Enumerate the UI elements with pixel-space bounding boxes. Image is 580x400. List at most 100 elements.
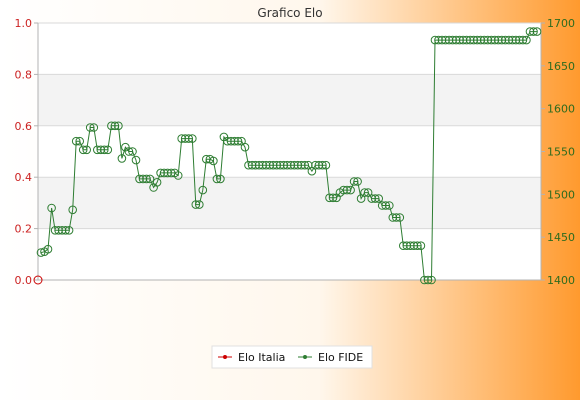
fide-point — [462, 35, 471, 45]
right-axis-tick-label: 1400 — [547, 274, 575, 287]
fide-point — [385, 201, 394, 210]
chart-legend: Elo Italia Elo FIDE — [211, 345, 373, 369]
fide-point — [71, 136, 81, 146]
fide-point — [476, 35, 486, 45]
fide-point — [455, 35, 464, 45]
fide-point — [142, 174, 151, 184]
fide-point — [392, 213, 401, 222]
fide-point — [311, 160, 320, 170]
fide-point — [275, 160, 285, 170]
left-axis-tick-label: 0.4 — [15, 171, 33, 184]
fide-point — [85, 123, 95, 132]
fide-point — [487, 35, 496, 45]
fide-point — [321, 160, 331, 170]
fide-point — [75, 136, 84, 146]
left-axis-tick-label: 1.0 — [15, 17, 33, 30]
fide-point — [381, 201, 391, 210]
chart-title: Grafico Elo — [257, 6, 322, 20]
fide-point — [258, 160, 267, 170]
fide-point — [297, 160, 306, 170]
fide-point — [293, 160, 303, 170]
fide-point — [525, 27, 535, 36]
fide-point — [272, 160, 282, 170]
legend-box — [211, 345, 373, 369]
fide-point — [145, 174, 155, 184]
fide-point — [114, 121, 123, 131]
fide-point — [469, 35, 479, 45]
fide-point — [156, 168, 165, 178]
plot-band — [38, 74, 541, 126]
fide-point — [36, 248, 46, 257]
plot-band — [38, 125, 541, 178]
fide-point — [353, 177, 362, 186]
fide-point — [300, 160, 310, 170]
fide-point — [261, 160, 271, 170]
fide-point — [226, 136, 236, 146]
fide-point — [367, 194, 377, 203]
fide-point — [402, 241, 412, 250]
fide-point — [444, 35, 454, 45]
fide-point — [342, 185, 352, 195]
fide-point — [504, 35, 514, 45]
fide-point — [117, 154, 127, 163]
fide-point — [184, 134, 193, 143]
fide-point — [100, 145, 109, 155]
fide-point — [198, 185, 208, 195]
fide-point — [212, 174, 222, 184]
fide-point — [68, 205, 77, 215]
fide-point — [188, 134, 197, 143]
fide-point — [286, 160, 296, 170]
right-axis-tick-label: 1700 — [547, 17, 575, 30]
left-axis-tick-label: 0.0 — [15, 274, 33, 287]
fide-point — [314, 160, 324, 170]
left-axis-tick-label: 0.8 — [15, 68, 33, 81]
left-axis-tick-label: 0.6 — [15, 120, 33, 133]
fide-point — [177, 134, 186, 143]
right-axis-tick-label: 1650 — [547, 60, 575, 73]
fide-point — [423, 275, 433, 285]
fide-point — [89, 123, 99, 132]
fide-point — [233, 136, 243, 146]
fide-point — [483, 35, 493, 45]
fide-point — [441, 35, 450, 45]
legend-swatch-marker — [223, 355, 227, 359]
fide-point — [195, 200, 204, 209]
fide-point — [152, 178, 162, 187]
fide-point — [124, 147, 134, 156]
fide-point — [399, 241, 408, 250]
fide-point — [374, 194, 384, 203]
fide-point — [61, 226, 70, 235]
fide-point — [43, 244, 53, 254]
fide-point — [529, 27, 538, 36]
fide-point — [346, 185, 355, 195]
legend-label: Elo Italia — [238, 351, 285, 364]
fide-point — [416, 241, 426, 250]
fide-point — [515, 35, 524, 45]
fide-point — [377, 201, 387, 210]
fide-point — [247, 160, 257, 170]
fide-point — [173, 171, 183, 180]
fide-point — [434, 35, 443, 45]
fide-point — [437, 35, 447, 45]
fide-point — [54, 226, 63, 235]
fide-point — [532, 27, 542, 36]
fide-point — [131, 155, 141, 165]
plot-band — [38, 177, 541, 229]
fide-point — [64, 226, 74, 235]
fide-point — [230, 136, 239, 146]
fide-point — [254, 160, 264, 170]
fide-point — [370, 194, 380, 203]
fide-point — [290, 160, 299, 170]
fide-point — [82, 145, 91, 155]
fide-point — [409, 241, 419, 250]
fide-point — [107, 121, 116, 131]
fide-point — [339, 185, 348, 195]
fide-point — [138, 174, 148, 184]
fide-point — [406, 241, 415, 250]
fide-point — [325, 193, 334, 203]
fide-point — [458, 35, 468, 45]
fide-point — [282, 160, 292, 170]
fide-point — [163, 168, 172, 178]
fide-point — [494, 35, 503, 45]
fide-point — [318, 160, 327, 170]
